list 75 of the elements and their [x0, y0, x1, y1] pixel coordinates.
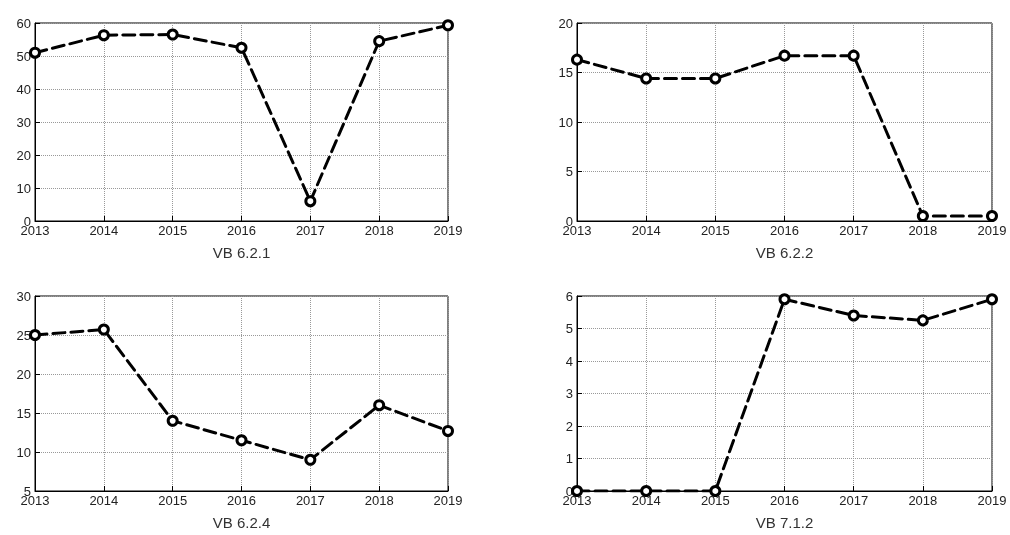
x-tick-label: 2018: [364, 223, 394, 238]
x-tick-label: 2015: [700, 493, 730, 508]
x-tick-label: 2014: [89, 223, 119, 238]
x-tick-label: 2019: [977, 493, 1007, 508]
x-axis-title: VB 6.2.1: [212, 244, 271, 261]
y-tick-label: 40: [16, 81, 31, 97]
y-tick-label: 4: [565, 353, 573, 369]
point: [97, 29, 110, 42]
y-tick-label: 3: [565, 386, 573, 401]
x-tick-label: 2018: [908, 493, 938, 508]
point: [373, 399, 386, 412]
x-axis-title: VB 7.1.2: [755, 514, 814, 531]
y-tick-label: 50: [16, 48, 31, 64]
x-tick-label: 2019: [433, 223, 463, 238]
y-tick-label: 30: [16, 288, 31, 304]
point: [847, 309, 860, 322]
x-tick-label: 2018: [364, 493, 394, 508]
x-tick-label: 2019: [433, 493, 463, 508]
point: [29, 46, 41, 59]
x-axis-title: VB 6.2.4: [212, 514, 271, 531]
x-tick-label: 2017: [295, 223, 325, 238]
y-tick-label: 30: [16, 114, 31, 130]
x-tick-label: 2016: [770, 493, 799, 508]
point: [986, 210, 998, 223]
y-tick-label: 60: [16, 15, 31, 31]
y-tick-label: 10: [16, 180, 31, 196]
y-tick-label: 20: [16, 366, 31, 382]
y-tick-label: 25: [16, 327, 31, 343]
x-axis-title: VB 6.2.2: [755, 244, 814, 261]
x-tick-label: 2019: [977, 223, 1007, 238]
x-tick-label: 2015: [158, 223, 188, 238]
point: [778, 49, 791, 62]
point: [571, 53, 583, 66]
y-tick-label: 10: [558, 114, 573, 130]
x-tick-label: 2016: [770, 223, 799, 238]
point: [29, 329, 41, 341]
point: [709, 485, 722, 497]
y-tick-label: 20: [16, 147, 31, 163]
point: [442, 424, 454, 437]
x-tick-label: 2017: [295, 493, 325, 508]
x-tick-label: 2015: [158, 493, 188, 508]
y-tick-label: 15: [16, 405, 31, 421]
y-tick-label: 6: [565, 288, 573, 304]
point: [847, 49, 860, 62]
point: [304, 453, 317, 466]
y-tick-label: 15: [558, 65, 573, 80]
point: [97, 323, 110, 336]
point: [778, 293, 791, 306]
point: [709, 72, 722, 85]
y-tick-label: 5: [565, 164, 573, 179]
point: [304, 195, 317, 208]
y-tick-label: 10: [16, 444, 31, 460]
point: [442, 19, 454, 32]
x-tick-label: 2014: [89, 493, 119, 508]
point: [166, 414, 179, 427]
x-tick-label: 2015: [700, 223, 730, 238]
point: [235, 41, 248, 54]
x-tick-label: 2016: [227, 493, 256, 508]
x-tick-label: 2016: [227, 223, 256, 238]
y-tick-label: 2: [565, 418, 573, 434]
y-tick-label: 1: [565, 451, 573, 466]
point: [986, 293, 998, 306]
x-tick-label: 2017: [839, 493, 869, 508]
point: [640, 485, 653, 497]
point: [166, 28, 179, 41]
x-tick-label: 2017: [839, 223, 869, 238]
x-tick-label: 2018: [908, 223, 938, 238]
point: [916, 314, 929, 327]
x-tick-label: 2014: [631, 223, 661, 238]
point: [373, 35, 386, 48]
y-tick-label: 20: [558, 15, 573, 31]
y-tick-label: 5: [565, 321, 573, 336]
x-tick-label: 2014: [631, 493, 661, 508]
point: [640, 72, 653, 85]
point: [235, 434, 248, 447]
